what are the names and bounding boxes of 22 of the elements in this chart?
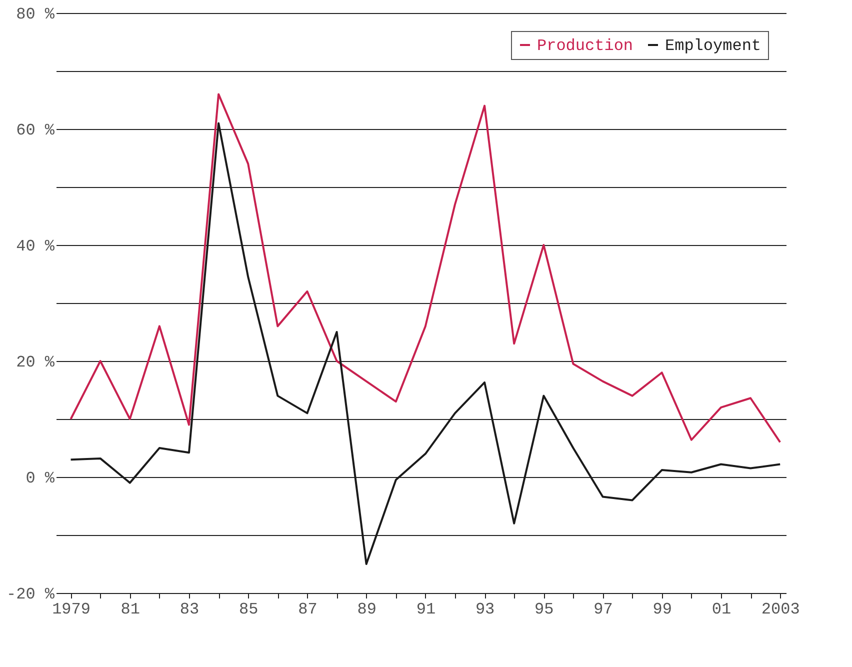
y-tick-label: 20 %: [16, 354, 55, 372]
x-tick-label: 91: [416, 600, 436, 618]
line-series: [70, 93, 782, 444]
x-tick-label: 81: [120, 600, 140, 618]
x-tick-label: 95: [534, 600, 554, 618]
y-tick-label: 40 %: [16, 238, 55, 256]
x-tick-label: 1979: [52, 600, 90, 618]
y-tick-label: 60 %: [16, 122, 55, 140]
x-tick-label: 93: [475, 600, 495, 618]
x-tick-label: 89: [357, 600, 376, 618]
x-tick-label: 83: [180, 600, 200, 618]
legend-label: Production: [537, 37, 634, 55]
legend-label: Employment: [665, 37, 762, 55]
x-tick-label: 01: [712, 600, 732, 618]
y-tick-label: 80 %: [16, 6, 55, 24]
x-tick-label: 87: [298, 600, 318, 618]
x-tick-label: 97: [594, 600, 613, 618]
x-tick-label: 85: [239, 600, 258, 618]
x-tick-label: 99: [652, 600, 672, 618]
y-tick-label: -20 %: [6, 586, 55, 604]
x-tick-label: 2003: [761, 600, 800, 618]
y-tick-label: 0 %: [26, 470, 55, 488]
